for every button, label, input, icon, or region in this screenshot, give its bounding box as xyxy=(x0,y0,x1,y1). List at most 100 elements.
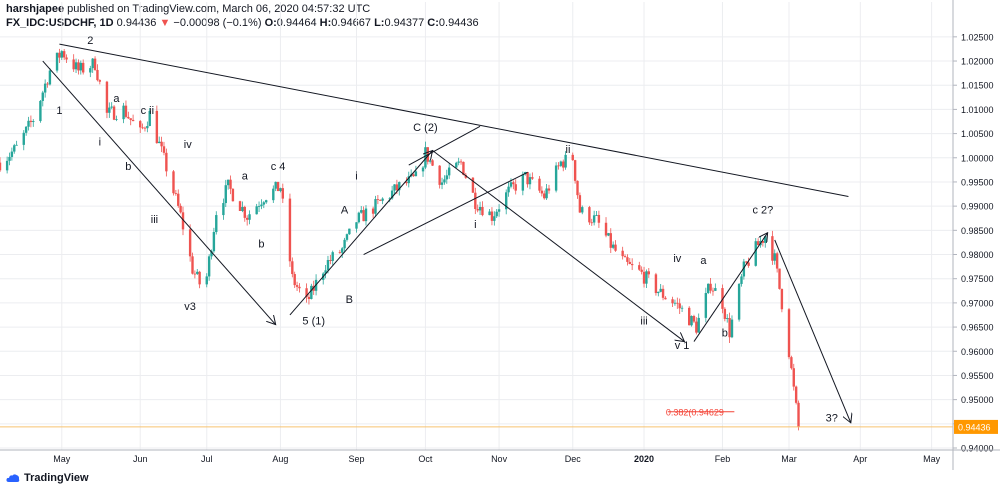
wave-label: iv xyxy=(184,139,192,151)
candle-body xyxy=(645,271,648,284)
candle-body xyxy=(778,268,781,289)
candle-body xyxy=(310,285,313,300)
candle-body xyxy=(447,167,451,176)
candle-body xyxy=(390,190,394,199)
candle-body xyxy=(55,52,59,71)
x-tick-label: May xyxy=(53,454,71,464)
candle-body xyxy=(312,285,315,291)
candle-body xyxy=(46,83,49,85)
candle-body xyxy=(578,195,582,213)
x-tick-label: Jun xyxy=(133,454,148,464)
candle-body xyxy=(497,209,501,212)
candle-body xyxy=(79,62,83,71)
candle-body xyxy=(438,165,441,185)
tradingview-logo[interactable]: TradingView xyxy=(6,472,89,484)
candle-body xyxy=(628,261,631,264)
candle-body xyxy=(260,204,263,207)
candle-body xyxy=(695,321,698,333)
candle-body xyxy=(445,175,448,180)
wave-label: c ii xyxy=(141,105,154,117)
candle-body xyxy=(623,256,627,258)
candle-body xyxy=(564,154,567,168)
candle-body xyxy=(604,222,608,236)
candle-body xyxy=(493,216,496,221)
candle-body xyxy=(630,263,634,266)
candle-body xyxy=(771,236,774,261)
candle-body xyxy=(129,118,132,120)
candle-body xyxy=(248,214,251,220)
candle-body xyxy=(295,285,299,287)
candle-body xyxy=(557,165,560,167)
candle-body xyxy=(191,256,194,274)
candle-body xyxy=(131,119,135,122)
candle-body xyxy=(262,202,265,205)
x-tick-label: Sep xyxy=(348,454,364,464)
candle-body xyxy=(155,110,159,144)
candle-body xyxy=(72,59,75,70)
candle-body xyxy=(343,239,346,249)
candle-body xyxy=(412,174,415,177)
candle-body xyxy=(495,211,498,217)
price-axis[interactable]: 1.02500 1.02000 1.01500 1.01000 1.00500 1.000… xyxy=(952,0,998,470)
candle-body xyxy=(188,229,192,257)
candle-body xyxy=(15,144,18,146)
wave-label: a xyxy=(242,171,249,183)
x-tick-label: Aug xyxy=(272,454,288,464)
tradingview-brand-name: TradingView xyxy=(24,472,89,484)
candle-body xyxy=(329,260,332,261)
candle-body xyxy=(281,188,285,199)
candle-body xyxy=(673,302,677,304)
candle-body xyxy=(459,161,463,163)
candle-body xyxy=(507,186,510,193)
candle-body xyxy=(172,171,175,194)
candle-body xyxy=(24,126,28,133)
candle-body xyxy=(29,120,33,123)
candle-body xyxy=(264,200,268,203)
candle-body xyxy=(642,271,646,284)
candle-body xyxy=(661,288,665,298)
time-axis[interactable]: May Jun Jul Aug Sep Oct Nov Dec 2020 Feb Mar Apr May xyxy=(0,449,1000,464)
candle-body xyxy=(407,176,410,184)
wave-label: 1 xyxy=(56,105,62,117)
symbol-info: FX_IDC:USDCHF, 1D 0.94436 ▼ −0.00098 (−0… xyxy=(6,17,479,29)
candle-body xyxy=(298,286,301,289)
current-price-label: 0.94436 xyxy=(958,422,991,432)
candle-body xyxy=(754,241,757,266)
candle-body xyxy=(405,182,408,184)
open-value: 0.94464 xyxy=(276,17,317,29)
candle-body xyxy=(272,188,275,201)
wave-label: b xyxy=(258,238,264,250)
candle-body xyxy=(293,274,296,286)
y-tick-label: 1.02000 xyxy=(961,57,994,67)
wave-label: 2 xyxy=(87,35,93,47)
trendline xyxy=(289,151,433,316)
candle-body xyxy=(671,299,674,304)
x-tick-label: May xyxy=(923,454,941,464)
candle-body xyxy=(794,386,798,403)
candle-body xyxy=(775,253,779,269)
y-tick-label: 0.95500 xyxy=(961,371,994,381)
y-tick-label: 0.95000 xyxy=(961,395,994,405)
candle-body xyxy=(341,248,344,253)
candle-body xyxy=(595,214,598,216)
x-tick-label: Jul xyxy=(201,454,213,464)
candle-body xyxy=(611,244,615,248)
candle-body xyxy=(22,132,25,145)
candle-body xyxy=(521,174,525,191)
candle-body xyxy=(177,193,180,206)
trendline-drawings[interactable]: 0.382(0.94629 xyxy=(42,43,851,423)
candle-body xyxy=(742,261,746,277)
candle-body xyxy=(512,182,515,185)
high-value: 0.94667 xyxy=(331,17,371,29)
candle-body xyxy=(276,181,280,192)
wave-label: a xyxy=(113,93,120,105)
candle-body xyxy=(547,188,551,191)
wave-label: iii xyxy=(640,316,647,328)
candle-body xyxy=(48,70,52,85)
candle-body xyxy=(654,274,658,294)
y-tick-label: 1.01000 xyxy=(961,105,994,115)
author-name[interactable]: harshjapee xyxy=(6,3,65,15)
candle-body xyxy=(664,297,667,300)
candlestick-series xyxy=(0,48,953,431)
